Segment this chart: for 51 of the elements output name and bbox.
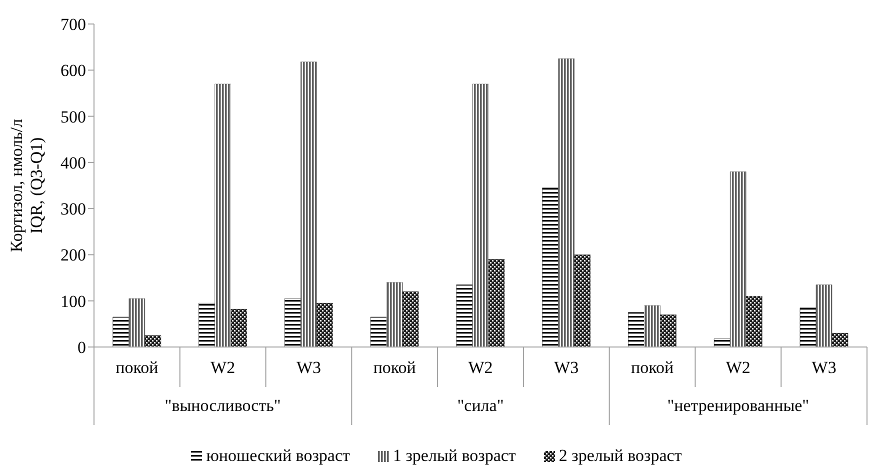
legend-label: 1 зрелый возраст xyxy=(392,446,516,466)
bar xyxy=(402,291,419,347)
y-tick-label: 0 xyxy=(78,338,86,358)
y-tick-label: 700 xyxy=(60,15,86,34)
x-tick-label: W2 xyxy=(210,358,236,378)
x-tick-label: W3 xyxy=(812,358,836,378)
bar xyxy=(472,84,489,347)
text: "сила" xyxy=(457,396,504,415)
bar xyxy=(456,284,473,347)
y-axis-title: Кортизол, нмоль/л IQR, (Q3-Q1) xyxy=(7,118,46,252)
y-tick-label: 600 xyxy=(60,61,86,80)
text: "выносливость" xyxy=(164,396,281,415)
bar xyxy=(144,335,162,347)
bar xyxy=(574,254,590,347)
text: "нетренированные" xyxy=(667,396,810,415)
bar xyxy=(112,316,130,347)
bar xyxy=(542,188,558,347)
y-tick-label: 200 xyxy=(60,246,86,265)
bar xyxy=(230,309,247,347)
x-tick-label: W2 xyxy=(468,358,493,378)
bar xyxy=(386,282,403,347)
x-tick-label: покой xyxy=(373,358,416,378)
bar xyxy=(644,305,660,347)
y-tick-label: 500 xyxy=(60,107,86,126)
y-tick-label: 400 xyxy=(60,153,86,172)
bar xyxy=(488,259,505,347)
y-tick-label: 300 xyxy=(60,200,86,219)
y-tick-label: 100 xyxy=(60,292,86,311)
bar xyxy=(714,338,730,347)
bar xyxy=(370,316,387,347)
bar xyxy=(300,62,317,347)
x-tick-label: покой xyxy=(116,358,158,378)
bar xyxy=(730,172,746,347)
legend-label: 2 зрелый возраст xyxy=(558,446,682,466)
bar xyxy=(660,314,676,347)
bar xyxy=(832,333,848,347)
x-tick-label: покой xyxy=(630,358,674,378)
bar xyxy=(800,308,816,347)
bar xyxy=(816,284,832,347)
x-tick-label: W2 xyxy=(726,358,750,378)
bar xyxy=(128,298,146,347)
x-tick-label: W3 xyxy=(554,358,579,378)
bar xyxy=(198,303,215,347)
bar xyxy=(284,298,301,347)
x-tick-label: W3 xyxy=(296,358,321,378)
bar xyxy=(628,312,644,347)
bar xyxy=(214,84,231,347)
bar xyxy=(558,58,574,347)
bar xyxy=(746,296,762,347)
bar xyxy=(316,303,333,347)
legend-label: юношеский возраст xyxy=(206,446,350,466)
